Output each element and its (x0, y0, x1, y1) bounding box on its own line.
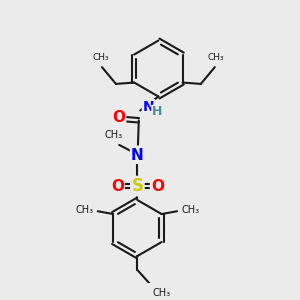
Text: N: N (131, 148, 144, 163)
Text: O: O (112, 110, 125, 125)
Text: CH₃: CH₃ (181, 205, 200, 215)
Text: O: O (151, 178, 164, 194)
Text: N: N (143, 100, 154, 114)
Text: S: S (131, 177, 143, 195)
Text: CH₃: CH₃ (76, 205, 94, 215)
Text: CH₃: CH₃ (208, 53, 224, 62)
Text: H: H (152, 105, 162, 119)
Text: O: O (111, 178, 124, 194)
Text: CH₃: CH₃ (92, 53, 109, 62)
Text: CH₃: CH₃ (153, 288, 171, 298)
Text: CH₃: CH₃ (105, 130, 123, 140)
